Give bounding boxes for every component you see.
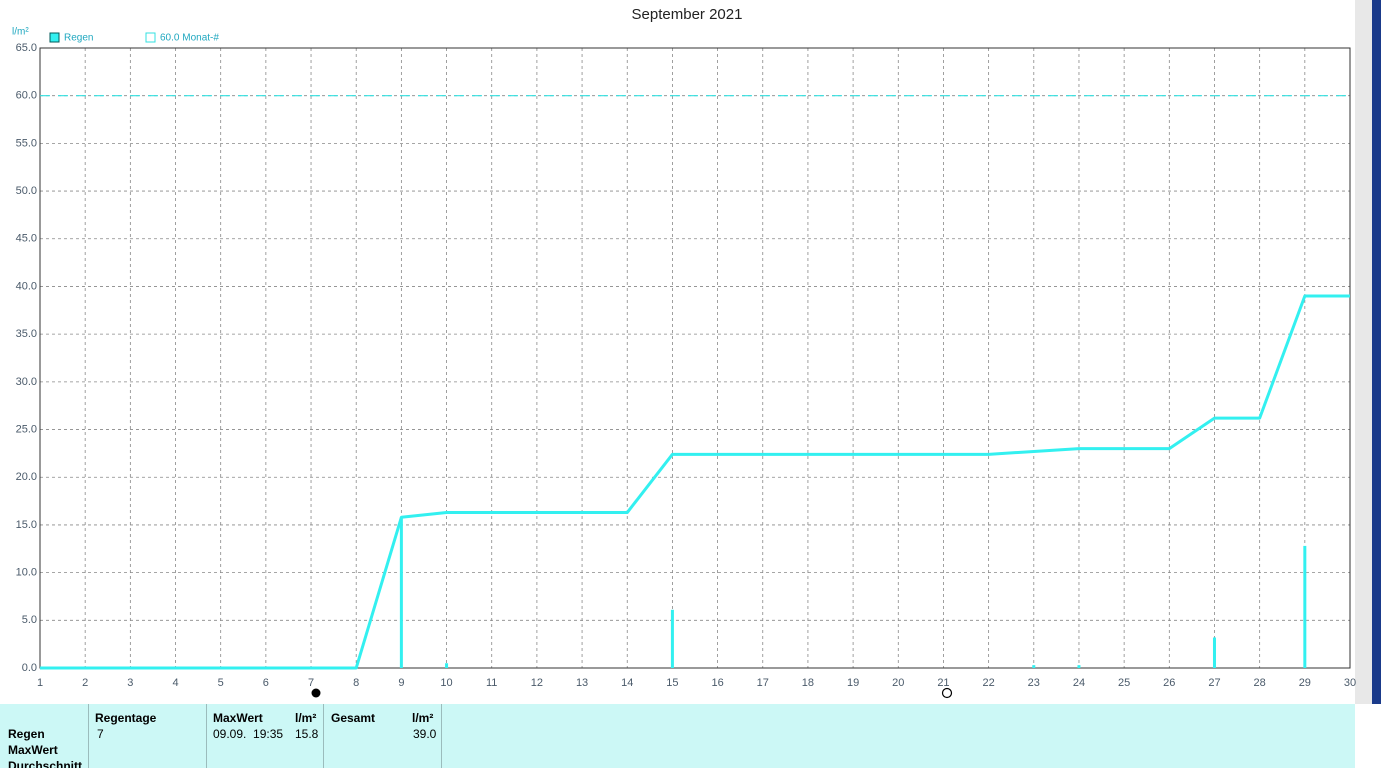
cell: 09.09. 19:35 xyxy=(213,727,284,741)
x-tick-label: 8 xyxy=(353,677,359,689)
side-bar xyxy=(1372,0,1381,704)
moon-icon xyxy=(311,688,321,698)
x-tick-label: 10 xyxy=(440,677,452,689)
x-tick-label: 28 xyxy=(1254,677,1266,689)
x-tick-label: 3 xyxy=(127,677,133,689)
y-tick-label: 65.0 xyxy=(16,42,37,54)
legend-label: 60.0 Monat-# xyxy=(160,33,219,44)
y-tick-label: 40.0 xyxy=(16,280,37,292)
bar xyxy=(1303,545,1307,668)
x-tick-label: 15 xyxy=(666,677,678,689)
cell: 7 xyxy=(97,727,104,741)
x-tick-label: 1 xyxy=(37,677,43,689)
separator xyxy=(323,704,324,768)
bar xyxy=(399,517,403,668)
summary-table: Regen MaxWert Durchschnitt Regentage Max… xyxy=(0,704,1355,768)
header: Regentage xyxy=(95,711,157,725)
x-tick-label: 27 xyxy=(1208,677,1220,689)
x-tick-label: 14 xyxy=(621,677,633,689)
y-tick-label: 30.0 xyxy=(16,376,37,388)
y-tick-label: 5.0 xyxy=(22,614,37,626)
x-tick-label: 13 xyxy=(576,677,588,689)
header: l/m² xyxy=(412,711,434,725)
x-tick-label: 21 xyxy=(937,677,949,689)
row-label: Durchschnitt xyxy=(8,759,83,768)
y-tick-label: 20.0 xyxy=(16,471,37,483)
header: MaxWert xyxy=(213,711,263,725)
header: Gesamt xyxy=(331,711,376,725)
x-tick-label: 7 xyxy=(308,677,314,689)
x-tick-label: 24 xyxy=(1073,677,1085,689)
y-tick-label: 55.0 xyxy=(16,137,37,149)
x-tick-label: 17 xyxy=(757,677,769,689)
y-tick-label: 60.0 xyxy=(16,90,37,102)
y-tick-label: 50.0 xyxy=(16,185,37,197)
x-tick-label: 2 xyxy=(82,677,88,689)
x-tick-label: 12 xyxy=(531,677,543,689)
x-tick-label: 20 xyxy=(892,677,904,689)
x-tick-label: 6 xyxy=(263,677,269,689)
chart-title: September 2021 xyxy=(632,6,743,23)
x-tick-label: 30 xyxy=(1344,677,1356,689)
x-tick-label: 16 xyxy=(711,677,723,689)
bar xyxy=(1032,665,1036,668)
legend-label: Regen xyxy=(64,33,93,44)
x-tick-label: 26 xyxy=(1163,677,1175,689)
separator xyxy=(441,704,442,768)
separator xyxy=(206,704,207,768)
bar xyxy=(445,663,449,668)
x-tick-label: 29 xyxy=(1299,677,1311,689)
y-tick-label: 35.0 xyxy=(16,328,37,340)
x-tick-label: 9 xyxy=(398,677,404,689)
x-tick-label: 22 xyxy=(982,677,994,689)
cumulative-line xyxy=(40,294,1350,670)
chart: September 2021 l/m² 0.05.010.015.020.025… xyxy=(12,0,1381,704)
x-tick-label: 4 xyxy=(172,677,178,689)
bar xyxy=(1212,637,1216,668)
moon-icon xyxy=(941,687,953,699)
y-tick-label: 10.0 xyxy=(16,567,37,579)
x-tick-label: 25 xyxy=(1118,677,1130,689)
x-tick-label: 11 xyxy=(486,677,497,689)
y-tick-label: 25.0 xyxy=(16,423,37,435)
y-tick-label: 0.0 xyxy=(22,662,37,674)
x-tick-label: 5 xyxy=(218,677,224,689)
cell: 15.8 xyxy=(295,727,319,741)
plot-frame xyxy=(39,47,1351,669)
y-tick-label: 45.0 xyxy=(16,233,37,245)
row-label: MaxWert xyxy=(8,743,58,757)
x-tick-label: 18 xyxy=(802,677,814,689)
bar xyxy=(1077,665,1081,668)
bar xyxy=(670,609,674,668)
legend-swatch xyxy=(145,32,156,43)
y-tick-label: 15.0 xyxy=(16,519,37,531)
header: l/m² xyxy=(295,711,317,725)
x-tick-label: 19 xyxy=(847,677,859,689)
x-tick-label: 23 xyxy=(1028,677,1040,689)
separator xyxy=(88,704,89,768)
y-axis-label: l/m² xyxy=(12,27,29,38)
row-label: Regen xyxy=(8,727,45,741)
cell: 39.0 xyxy=(413,727,437,741)
legend-swatch xyxy=(49,32,60,43)
